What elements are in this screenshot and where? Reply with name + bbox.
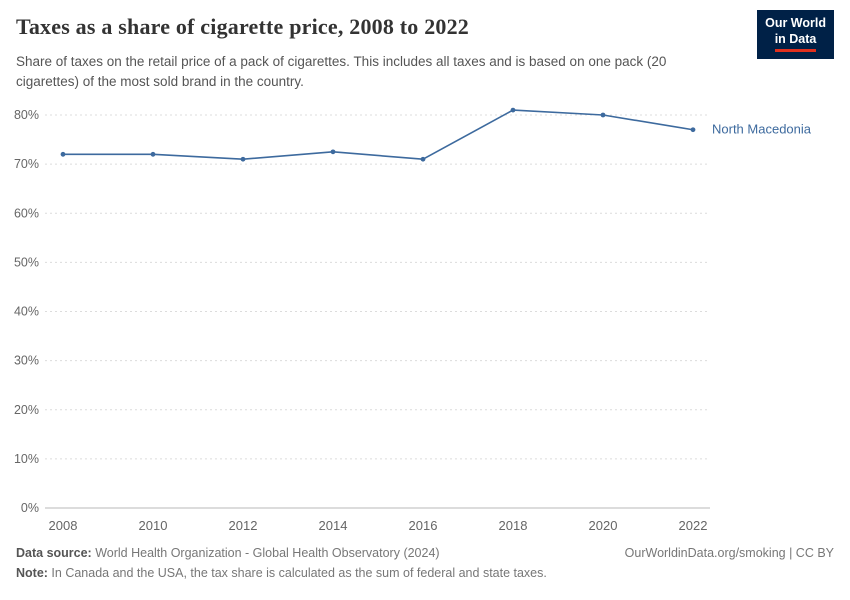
chart-footer: Data source: World Health Organization -…	[16, 546, 834, 586]
owid-logo-line2: in Data	[774, 32, 817, 53]
x-tick-label: 2022	[679, 518, 708, 533]
y-tick-label: 70%	[14, 157, 39, 171]
y-tick-label: 80%	[14, 108, 39, 122]
x-tick-label: 2008	[49, 518, 78, 533]
page-title: Taxes as a share of cigarette price, 200…	[16, 14, 469, 39]
y-tick-label: 50%	[14, 255, 39, 269]
y-tick-label: 20%	[14, 403, 39, 417]
chart-subtitle: Share of taxes on the retail price of a …	[16, 54, 667, 89]
series-line	[62, 109, 694, 161]
data-point	[600, 112, 606, 118]
x-tick-label: 2012	[229, 518, 258, 533]
y-tick-label: 10%	[14, 452, 39, 466]
data-source-text: World Health Organization - Global Healt…	[91, 546, 440, 560]
data-point	[690, 127, 696, 133]
x-tick-label: 2010	[139, 518, 168, 533]
data-source-label: Data source:	[16, 546, 92, 560]
x-tick-label: 2016	[409, 518, 438, 533]
y-tick-label: 0%	[21, 501, 39, 515]
x-tick-label: 2020	[589, 518, 618, 533]
data-source-line: Data source: World Health Organization -…	[16, 546, 440, 560]
note-line: Note: In Canada and the USA, the tax sha…	[16, 566, 547, 580]
x-tick-label: 2014	[319, 518, 348, 533]
owid-logo-line1: Our World	[765, 16, 826, 30]
data-point	[60, 151, 66, 157]
note-text: In Canada and the USA, the tax share is …	[47, 566, 547, 580]
y-tick-label: 60%	[14, 206, 39, 220]
y-tick-label: 40%	[14, 305, 39, 319]
data-point	[150, 151, 156, 157]
chart-area: 0% 10% 20% 30% 40% 50% 60% 70% 80% 2008 2010 2012 20…	[0, 95, 850, 540]
data-point	[330, 149, 336, 155]
x-tick-label: 2018	[499, 518, 528, 533]
credit-line: OurWorldinData.org/smoking | CC BY	[624, 546, 834, 560]
note-label: Note:	[16, 566, 48, 580]
data-point	[510, 107, 516, 113]
y-tick-label: 30%	[14, 354, 39, 368]
line-chart-svg: 0% 10% 20% 30% 40% 50% 60% 70% 80% 2008 2010 2012 20…	[14, 107, 812, 533]
data-point	[420, 156, 426, 162]
series-label: North Macedonia	[712, 122, 812, 137]
owid-logo: Our World in Data	[757, 10, 834, 60]
data-point	[240, 156, 246, 162]
